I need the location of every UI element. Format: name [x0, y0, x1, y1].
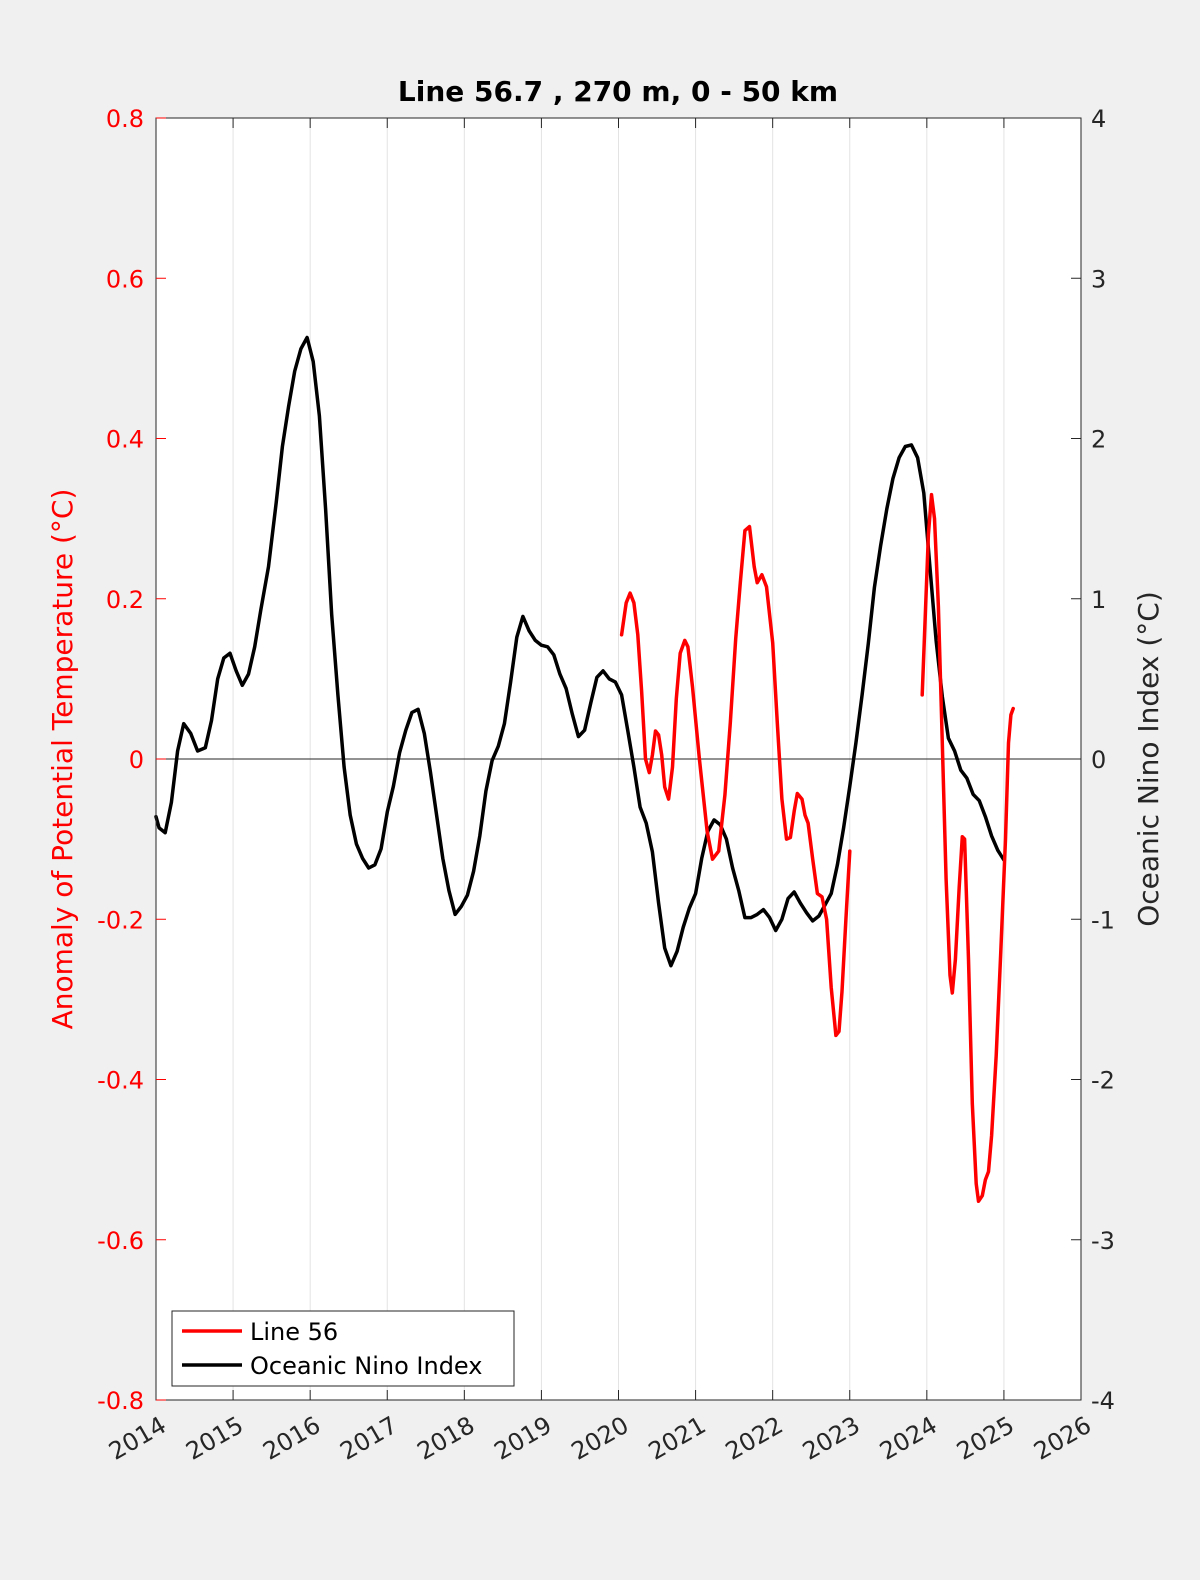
y-right-tick-label: -1	[1091, 906, 1115, 934]
y-right-tick-label: 3	[1091, 265, 1106, 293]
y-left-tick-label: 0.2	[106, 586, 144, 614]
legend-label-oni: Oceanic Nino Index	[250, 1352, 482, 1380]
y-left-tick-label: 0.4	[106, 426, 144, 454]
y-left-tick-label: -0.8	[97, 1387, 144, 1415]
legend-label-line56: Line 56	[250, 1318, 338, 1346]
y-right-tick-label: 4	[1091, 105, 1106, 133]
y-left-tick-label: -0.6	[97, 1227, 144, 1255]
y-left-tick-label: 0.8	[106, 105, 144, 133]
series-line-oceanic-nino-index	[154, 335, 1006, 968]
y-left-tick-label: 0.6	[106, 265, 144, 293]
x-tick-label: 2025	[952, 1411, 1019, 1466]
y-right-tick-label: -2	[1091, 1067, 1115, 1095]
y-right-tick-label: 0	[1091, 746, 1106, 774]
y-right-tick-label: 2	[1091, 426, 1106, 454]
series-layer	[154, 335, 1015, 1204]
x-tick-label: 2017	[335, 1411, 402, 1466]
x-tick-label: 2020	[567, 1411, 634, 1466]
y-right-tick-label: 1	[1091, 586, 1106, 614]
series-line-line-56	[619, 524, 852, 1038]
x-tick-label: 2014	[104, 1411, 171, 1466]
y-axis-right-label: Oceanic Nino Index (°C)	[1132, 591, 1165, 927]
x-tick-label: 2024	[875, 1411, 942, 1466]
x-tick-label: 2021	[644, 1411, 711, 1466]
x-tick-label: 2026	[1029, 1411, 1096, 1466]
x-tick-label: 2022	[721, 1411, 788, 1466]
legend-box	[171, 1310, 515, 1387]
x-tick-label: 2019	[490, 1411, 557, 1466]
y-right-tick-label: -3	[1091, 1227, 1115, 1255]
y-right-tick-label: -4	[1091, 1387, 1115, 1415]
y-left-tick-label: -0.4	[97, 1067, 144, 1095]
y-left-tick-label: -0.2	[97, 906, 144, 934]
x-tick-label: 2018	[412, 1411, 479, 1466]
x-tick-label: 2023	[798, 1411, 865, 1466]
series-line-line-56	[920, 492, 1015, 1204]
x-tick-label: 2016	[258, 1411, 325, 1466]
y-left-tick-label: 0	[129, 746, 144, 774]
chart-title: Line 56.7 , 270 m, 0 - 50 km	[398, 75, 838, 108]
legend: Line 56 Oceanic Nino Index	[171, 1310, 515, 1387]
x-tick-label: 2015	[181, 1411, 248, 1466]
y-axis-left-label: Anomaly of Potential Temperature (°C)	[46, 489, 79, 1030]
